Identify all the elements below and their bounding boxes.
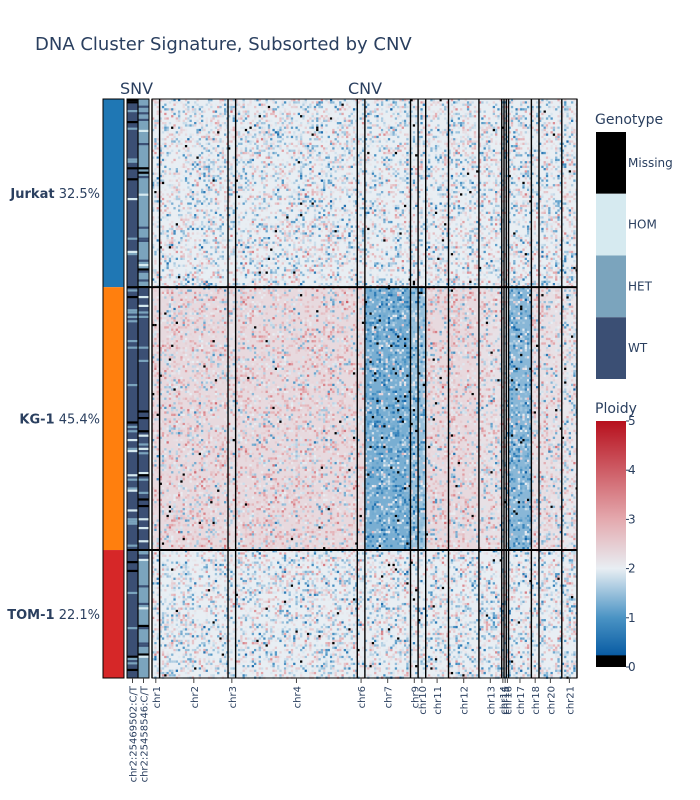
cluster-bar (102, 98, 125, 679)
genotype-swatch-het (596, 255, 626, 318)
chrom-tick-label: chr4 (292, 686, 303, 708)
chrom-tick-label: chr20 (546, 686, 557, 715)
chrom-tick-label: chr17 (516, 686, 527, 715)
chrom-tick-label: chr15 (501, 686, 512, 715)
chrom-tick-label: chr10 (418, 686, 429, 715)
ploidy-legend-ticks: 5 4 3 2 1 0 (626, 414, 636, 674)
cluster-name: KG-1 (19, 413, 54, 428)
ploidy-tick-label: 4 (628, 463, 636, 477)
ploidy-tick-label: 1 (628, 611, 636, 625)
cluster-labels: Jurkat 32.5% KG-1 45.4% TOM-1 22.1% (7, 187, 100, 623)
cnv-panel-title: CNV (348, 79, 382, 98)
chrom-tick-label: chr21 (565, 686, 576, 715)
cluster-label-tom-1: TOM-1 22.1% (7, 608, 100, 623)
cluster-bar-tom-1 (103, 550, 124, 678)
chrom-tick-label: chr9 (410, 686, 421, 708)
cluster-name: TOM-1 (7, 608, 54, 623)
cnv-block-chr15-tom-1 (504, 550, 507, 678)
chrom-tick-label: chr7 (384, 686, 395, 708)
chrom-tick-label: chr16 (503, 686, 514, 715)
ploidy-colorbar (596, 421, 626, 667)
cluster-label-kg-1: KG-1 45.4% (19, 413, 100, 428)
chrom-tick-label: chr12 (460, 686, 471, 715)
cnv-block-chr16-tom-1 (506, 550, 509, 678)
cnv-heatmap (127, 98, 578, 679)
cnv-block-chr1-tom-1 (152, 550, 160, 678)
snv-block-jurkat-2 (138, 99, 149, 288)
cnv-block-chr9-tom-1 (410, 550, 419, 678)
cluster-percent: 45.4% (55, 413, 100, 428)
snv-tick-label: chr2:25458546:C/T (140, 685, 151, 782)
cnv-block-chr3-tom-1 (228, 550, 236, 678)
cnv-block-chr9-jurkat (410, 99, 419, 288)
snv-block-tom-1-2 (138, 550, 149, 678)
genotype-swatch-missing (596, 132, 626, 194)
cnv-block-chr6-tom-1 (357, 550, 365, 678)
ploidy-tick-label: 3 (628, 512, 636, 526)
chrom-tick-label: chr1 (152, 686, 163, 708)
cnv-block-chr18-tom-1 (531, 550, 539, 678)
genotype-label: HET (628, 279, 653, 293)
genotype-label: WT (628, 341, 648, 355)
genotype-swatch-wt (596, 317, 626, 379)
chrom-tick-label: chr13 (486, 686, 497, 715)
x-axis-ticks: chr2:25469502:C/T chr2:25458546:C/T chr1 ch… (129, 678, 576, 782)
cnv-block-chr14-jurkat (501, 99, 505, 288)
genotype-swatch-hom (596, 193, 626, 256)
snv-block-kg-1-1 (127, 287, 138, 551)
cnv-block-chr15-kg-1 (504, 287, 507, 551)
chrom-tick-label: chr2 (190, 686, 201, 708)
cluster-bar-kg-1 (103, 287, 124, 551)
figure-title: DNA Cluster Signature, Subsorted by CNV (35, 34, 412, 55)
cnv-block-chr18-kg-1 (531, 287, 539, 551)
chrom-tick-label: chr3 (228, 686, 239, 708)
cluster-percent: 22.1% (55, 608, 100, 623)
snv-block-jurkat-1 (127, 99, 138, 288)
ploidy-tick-label: 5 (628, 414, 636, 428)
genotype-label: Missing (628, 156, 673, 170)
snv-tick-label: chr2:25469502:C/T (129, 685, 140, 782)
chrom-tick-label: chr14 (499, 686, 510, 715)
ploidy-tick-label: 0 (628, 660, 636, 674)
cluster-name: Jurkat (9, 187, 54, 202)
snv-panel-title: SNV (120, 79, 153, 98)
cluster-bar-jurkat (103, 99, 124, 288)
genotype-label: HOM (628, 218, 657, 232)
cnv-block-chr3-kg-1 (228, 287, 236, 551)
cnv-block-chr9-kg-1 (410, 287, 419, 551)
snv-heatmap (126, 98, 150, 679)
snv-block-tom-1-1 (127, 550, 138, 678)
cnv-block-chr20-kg-1 (538, 287, 562, 551)
ploidy-tick-label: 2 (628, 562, 636, 576)
genotype-legend-title: Genotype (595, 112, 663, 128)
cnv-block-chr10-jurkat (418, 99, 426, 288)
genotype-legend: Missing HOM HET WT (596, 132, 673, 379)
chrom-tick-label: chr18 (531, 686, 542, 715)
cluster-label-jurkat: Jurkat 32.5% (9, 187, 100, 202)
cnv-block-chr10-kg-1 (418, 287, 426, 551)
chrom-tick-label: chr11 (433, 686, 444, 715)
cluster-percent: 32.5% (55, 187, 100, 202)
ploidy-legend-title: Ploidy (595, 401, 637, 417)
chrom-tick-label: chr6 (357, 686, 368, 708)
